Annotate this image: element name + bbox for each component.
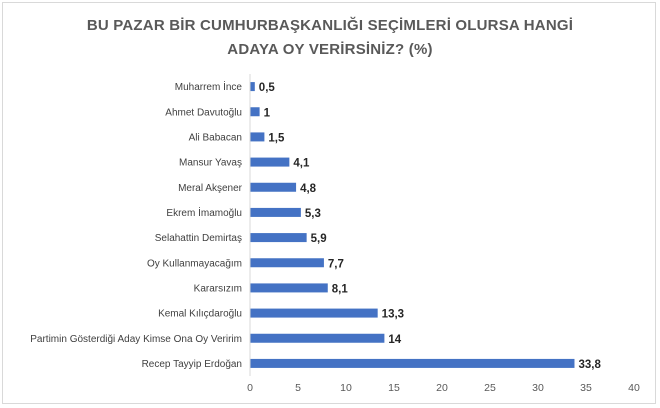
x-tick-label: 10 [340, 382, 352, 394]
data-label: 4,1 [293, 158, 310, 170]
data-label: 13,3 [382, 309, 404, 321]
category-label: Ahmet Davutoğlu [165, 107, 242, 118]
x-tick-label: 30 [532, 382, 544, 394]
category-label: Ali Babacan [189, 132, 242, 143]
data-label: 4,8 [300, 183, 317, 195]
labels-layer: Muharrem İnce 0,5 Ahmet Davutoğlu 1 Ali Baba… [30, 80, 640, 394]
category-label: Muharrem İnce [175, 80, 243, 93]
data-label: 8,1 [332, 283, 349, 295]
bar [250, 233, 307, 243]
category-label: Ekrem İmamoğlu [166, 206, 242, 219]
data-label: 1 [264, 107, 271, 119]
category-label: Kemal Kılıçdaroğlu [158, 309, 242, 320]
x-tick-label: 35 [580, 382, 592, 394]
data-label: 14 [388, 334, 401, 346]
bar [250, 157, 290, 167]
bars-layer [250, 82, 575, 368]
bar [250, 182, 297, 192]
x-tick-label: 0 [247, 382, 253, 394]
data-label: 7,7 [328, 258, 344, 270]
chart-title-line-2: ADAYA OY VERİRSİNİZ? (%) [227, 41, 433, 58]
x-tick-label: 20 [436, 382, 448, 394]
category-label: Meral Akşener [178, 183, 243, 194]
bar [250, 358, 575, 368]
category-label: Oy Kullanmayacağım [147, 258, 242, 269]
data-label: 0,5 [259, 82, 276, 94]
category-label: Recep Tayyip Erdoğan [142, 359, 242, 370]
x-tick-label: 40 [628, 382, 640, 394]
data-label: 5,3 [305, 208, 321, 220]
x-tick-label: 15 [388, 382, 400, 394]
data-label: 1,5 [268, 132, 285, 144]
bar [250, 107, 260, 117]
x-tick-label: 25 [484, 382, 496, 394]
chart-title-line-1: BU PAZAR BİR CUMHURBAŞKANLIĞI SEÇİMLERİ … [86, 17, 574, 34]
category-label: Kararsızım [194, 283, 242, 294]
category-label: Mansur Yavaş [179, 158, 242, 169]
category-label: Selahattin Demirtaş [155, 233, 242, 244]
bar [250, 132, 265, 142]
chart-title: BU PAZAR BİR CUMHURBAŞKANLIĞI SEÇİMLERİ … [0, 14, 660, 62]
bar [250, 308, 378, 318]
bar [250, 258, 324, 268]
bar [250, 333, 385, 343]
x-tick-label: 5 [295, 382, 301, 394]
data-label: 33,8 [578, 359, 601, 371]
bar [250, 207, 301, 217]
bar [250, 82, 255, 92]
bar [250, 283, 328, 293]
category-label: Partimin Gösterdiği Aday Kimse Ona Oy Ve… [30, 334, 242, 345]
data-label: 5,9 [311, 233, 327, 245]
